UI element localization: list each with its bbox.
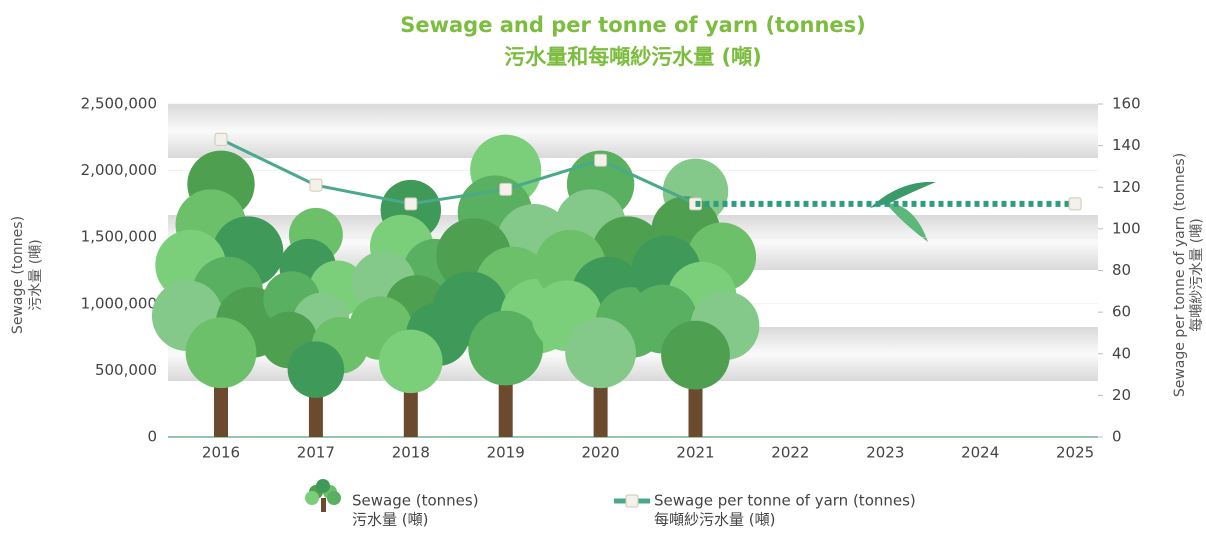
chart-title-zh: 污水量和每噸紗污水量 (噸) bbox=[504, 45, 762, 69]
marker bbox=[1069, 198, 1081, 210]
y2-tick-label: 120 bbox=[1112, 178, 1141, 196]
y2-tick-label: 40 bbox=[1112, 344, 1131, 362]
marker bbox=[500, 183, 512, 195]
legend-label: Sewage (tonnes) bbox=[352, 492, 479, 510]
legend: Sewage (tonnes)污水量 (噸) Sewage per tonne o… bbox=[305, 479, 916, 529]
legend-trunk bbox=[321, 498, 326, 512]
legend-label: 每噸紗污水量 (噸) bbox=[654, 511, 775, 529]
legend-icon bbox=[305, 479, 341, 512]
x-tick-label: 2020 bbox=[582, 444, 620, 462]
legend-label: 污水量 (噸) bbox=[352, 511, 428, 529]
legend-label: Sewage per tonne of yarn (tonnes) bbox=[654, 492, 916, 510]
canopy bbox=[661, 321, 730, 390]
marker bbox=[595, 154, 607, 166]
x-tick-label: 2016 bbox=[202, 444, 240, 462]
canopy bbox=[186, 317, 257, 388]
legend-leaf bbox=[327, 491, 341, 505]
y-tick-label: 1,000,000 bbox=[81, 294, 157, 312]
y-tick-label: 1,500,000 bbox=[81, 228, 157, 246]
y2-tick-label: 80 bbox=[1112, 261, 1131, 279]
canopy bbox=[379, 330, 443, 394]
x-tick-label: 2021 bbox=[676, 444, 714, 462]
y2-axis-title: Sewage per tonne of yarn (tonnes) bbox=[1172, 153, 1188, 397]
x-tick-label: 2019 bbox=[487, 444, 525, 462]
x-tick-label: 2025 bbox=[1056, 444, 1094, 462]
y-tick-label: 0 bbox=[147, 428, 157, 446]
y2-tick-label: 140 bbox=[1112, 136, 1141, 154]
x-tick-label: 2023 bbox=[866, 444, 904, 462]
marker bbox=[310, 179, 322, 191]
x-tick-label: 2024 bbox=[961, 444, 999, 462]
legend-leaf bbox=[316, 479, 330, 493]
y2-tick-label: 100 bbox=[1112, 219, 1141, 237]
x-tick-label: 2017 bbox=[297, 444, 335, 462]
chart: Sewage and per tonne of yarn (tonnes) 污水… bbox=[0, 0, 1206, 532]
marker bbox=[405, 198, 417, 210]
x-tick-label: 2018 bbox=[392, 444, 430, 462]
y-axis-title: Sewage (tonnes) bbox=[10, 216, 26, 334]
y2-axis-title-zh: 每噸紗污水量 (噸) bbox=[1189, 218, 1205, 331]
x-tick-label: 2022 bbox=[771, 444, 809, 462]
y-tick-label: 2,500,000 bbox=[81, 95, 157, 113]
y-tick-label: 2,000,000 bbox=[81, 161, 157, 179]
marker bbox=[215, 133, 227, 145]
chart-title: Sewage and per tonne of yarn (tonnes) bbox=[400, 13, 866, 37]
y2-tick-label: 20 bbox=[1112, 386, 1131, 404]
y-axis-title-zh: 污水量 (噸) bbox=[28, 239, 44, 310]
legend-leaf bbox=[305, 491, 319, 505]
y2-tick-label: 160 bbox=[1112, 95, 1141, 113]
y2-tick-label: 0 bbox=[1112, 428, 1122, 446]
y-tick-label: 500,000 bbox=[95, 361, 157, 379]
canopy bbox=[565, 317, 636, 388]
canopy bbox=[288, 341, 345, 398]
legend-marker bbox=[626, 495, 638, 507]
canopy bbox=[468, 311, 543, 386]
y2-tick-label: 60 bbox=[1112, 303, 1131, 321]
